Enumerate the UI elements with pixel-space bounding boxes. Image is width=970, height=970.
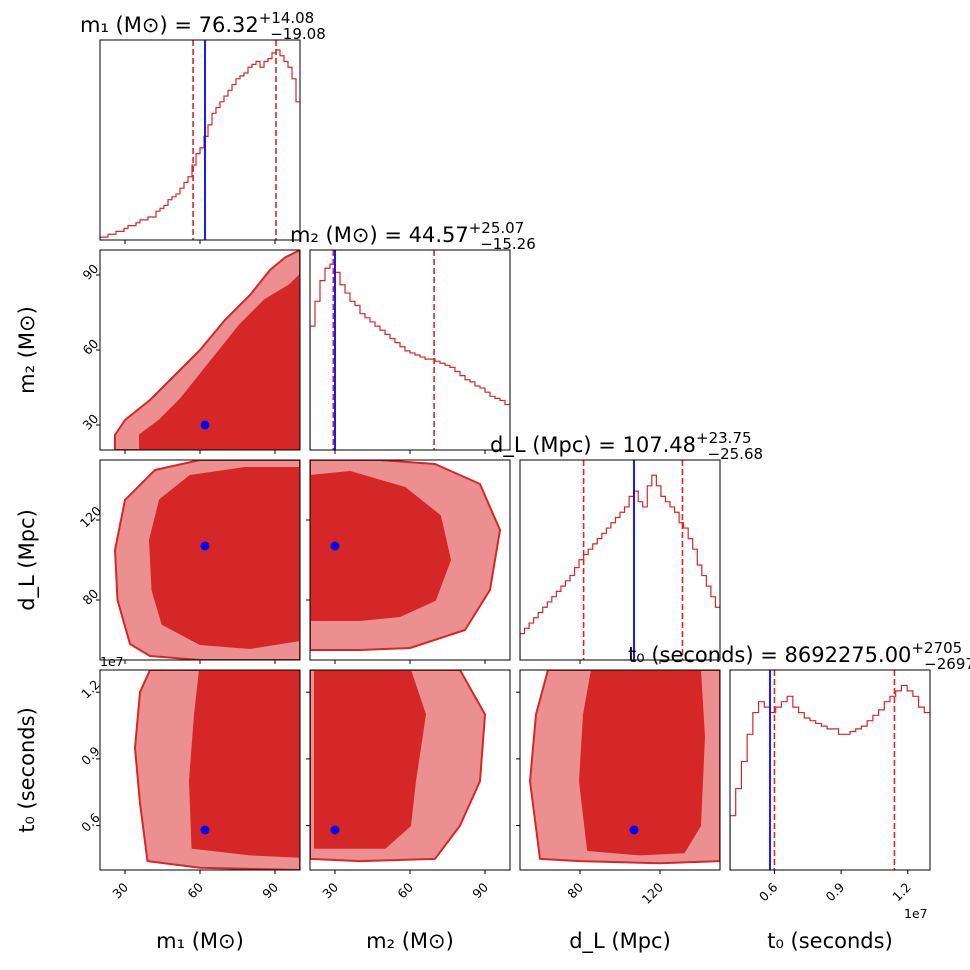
panel-dL-t0: [520, 670, 720, 870]
xtick-label-m2: 60: [394, 879, 416, 901]
title-m2: m₂ (M⊙) = 44.57+25.07 −15.26: [290, 219, 536, 253]
offset-text-y: 1e7: [100, 654, 124, 669]
xlabel-dL: d_L (Mpc): [569, 929, 671, 954]
contour-inner-m2-t0: [314, 670, 426, 849]
ytick-label-m2: 90: [80, 261, 102, 283]
ylabel-t0: t₀ (seconds): [15, 707, 39, 833]
contour-inner-m2-dL: [310, 471, 451, 621]
frame-0-0: [99, 39, 301, 241]
ytick-label-dL: 80: [80, 586, 102, 608]
truth-point-dL-t0: [629, 825, 639, 835]
histogram-t0: [730, 684, 930, 870]
ylabel-m2: m₂ (M⊙): [15, 306, 39, 394]
xtick-label-t0: 0.9: [823, 879, 848, 904]
contour-inner-m1-t0: [189, 670, 300, 858]
offset-text-x: 1e7: [904, 906, 928, 921]
hist-panel-m2: [310, 250, 510, 450]
truth-point-m2-t0: [330, 825, 340, 835]
panels-layer: [100, 40, 930, 870]
hist-panel-m1: [100, 40, 300, 240]
xtick-label-m2: 90: [469, 879, 491, 901]
xtick-label-m2: 30: [319, 879, 341, 901]
xtick-label-dL: 80: [564, 879, 586, 901]
contour-inner-dL-t0: [579, 670, 705, 856]
panel-m1-dL: [100, 460, 300, 660]
ytick-label-m2: 60: [80, 336, 102, 358]
hist-panel-t0: [730, 670, 930, 870]
panel-m2-t0: [310, 670, 510, 870]
title-t0: t₀ (seconds) = 8692275.00+2705 −2697: [628, 639, 970, 673]
ylabel-dL: d_L (Mpc): [15, 509, 40, 611]
frame-3-2: [519, 669, 721, 871]
frame-3-3: [729, 669, 931, 871]
panel-m1-m2: [100, 250, 300, 450]
histogram-m2: [310, 263, 510, 450]
panel-m1-t0: [100, 670, 300, 870]
truth-point-m1-dL: [200, 541, 210, 551]
truth-point-m2-dL: [330, 541, 340, 551]
xtick-label-t0: 0.6: [756, 879, 781, 904]
xlabel-m2: m₂ (M⊙): [366, 929, 454, 953]
ytick-label-m2: 30: [80, 411, 102, 433]
title-m1: m₁ (M⊙) = 76.32+14.08 −19.08: [80, 9, 326, 43]
xtick-label-m1: 90: [259, 879, 281, 901]
truth-point-m1-t0: [200, 825, 210, 835]
panel-m2-dL: [310, 460, 510, 660]
ytick-label-t0: 0.9: [78, 743, 103, 768]
frame-2-2: [519, 459, 721, 661]
xlabel-t0: t₀ (seconds): [767, 929, 893, 953]
hist-panel-dL: [520, 460, 720, 660]
xtick-label-t0: 1.2: [889, 880, 914, 905]
histogram-m1: [100, 49, 300, 240]
contour-inner-m1-dL: [149, 467, 300, 649]
title-dL: d_L (Mpc) = 107.48+23.75 −25.68: [490, 429, 763, 463]
ytick-label-t0: 0.6: [78, 810, 103, 835]
xtick-label-dL: 120: [639, 879, 667, 907]
contour-inner-m1-m2: [139, 274, 300, 450]
xlabel-m1: m₁ (M⊙): [156, 929, 244, 953]
truth-point-m1-m2: [200, 420, 210, 430]
xtick-label-m1: 60: [184, 879, 206, 901]
ytick-label-t0: 1.2: [78, 677, 103, 702]
xtick-label-m1: 30: [109, 879, 131, 901]
histogram-dL: [520, 474, 720, 660]
